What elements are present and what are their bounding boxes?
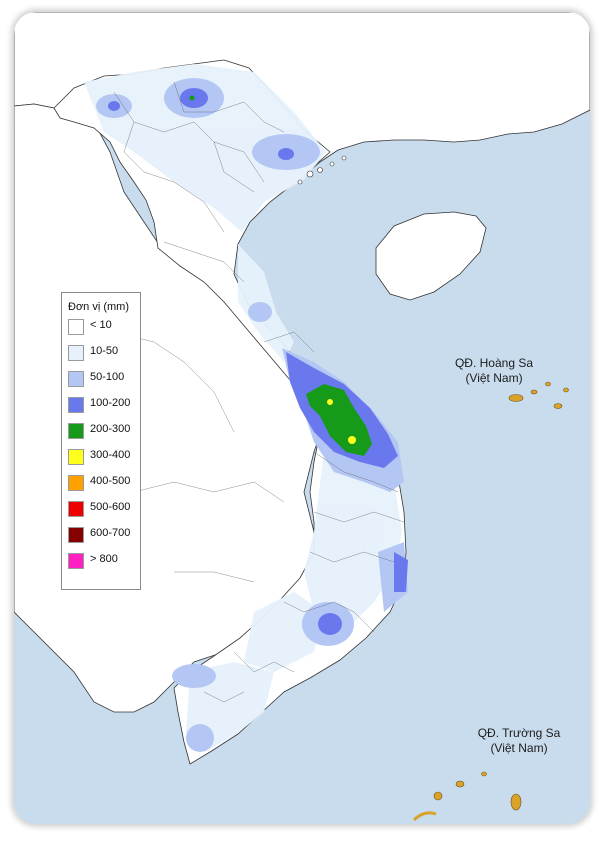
hainan-island [375, 211, 487, 301]
legend-item: 600-700 [62, 523, 140, 549]
legend-label: 600-700 [90, 527, 131, 539]
hoang-sa-label: QĐ. Hoàng Sa (Việt Nam) [444, 356, 544, 386]
rainfall-map: Đơn vị (mm) < 10 10-50 50-100 100-200 20… [14, 12, 590, 824]
legend-label: 100-200 [90, 397, 131, 409]
rain-zone-200-300 [306, 384, 372, 456]
legend-swatch [68, 319, 84, 335]
legend-item: 300-400 [62, 445, 140, 471]
legend-title: Đơn vị (mm) [68, 301, 129, 313]
legend-item: 500-600 [62, 497, 140, 523]
hoang-sa-islands [508, 381, 569, 409]
legend-label: 500-600 [90, 501, 131, 513]
legend-swatch [68, 475, 84, 491]
legend-swatch [68, 501, 84, 517]
rain-zone-300-400 [327, 399, 356, 444]
legend-swatch [68, 397, 84, 413]
halong-islets [297, 155, 347, 185]
legend-item: 100-200 [62, 393, 140, 419]
legend-swatch [68, 553, 84, 569]
truong-sa-islands [412, 771, 522, 822]
legend-item: 400-500 [62, 471, 140, 497]
hoang-sa-country: (Việt Nam) [465, 371, 523, 385]
legend-label: 200-300 [90, 423, 131, 435]
legend-item: 200-300 [62, 419, 140, 445]
truong-sa-country: (Việt Nam) [490, 741, 548, 755]
rain-peak-north [189, 95, 195, 101]
truong-sa-name: QĐ. Trường Sa [477, 726, 561, 740]
legend-label: 400-500 [90, 475, 131, 487]
legend-item: 50-100 [62, 367, 140, 393]
legend-item: > 800 [62, 549, 140, 575]
map-legend: Đơn vị (mm) < 10 10-50 50-100 100-200 20… [61, 292, 141, 590]
legend-swatch [68, 345, 84, 361]
legend-item: < 10 [62, 315, 140, 341]
hoang-sa-name: QĐ. Hoàng Sa [454, 356, 534, 370]
legend-swatch [68, 371, 84, 387]
truong-sa-label: QĐ. Trường Sa (Việt Nam) [464, 726, 574, 756]
legend-label: 10-50 [90, 345, 119, 357]
legend-swatch [68, 449, 84, 465]
legend-swatch [68, 527, 84, 543]
legend-label: < 10 [90, 319, 112, 331]
legend-item: 10-50 [62, 341, 140, 367]
legend-label: 300-400 [90, 449, 131, 461]
legend-label: 50-100 [90, 371, 125, 383]
legend-swatch [68, 423, 84, 439]
legend-label: > 800 [90, 553, 118, 565]
